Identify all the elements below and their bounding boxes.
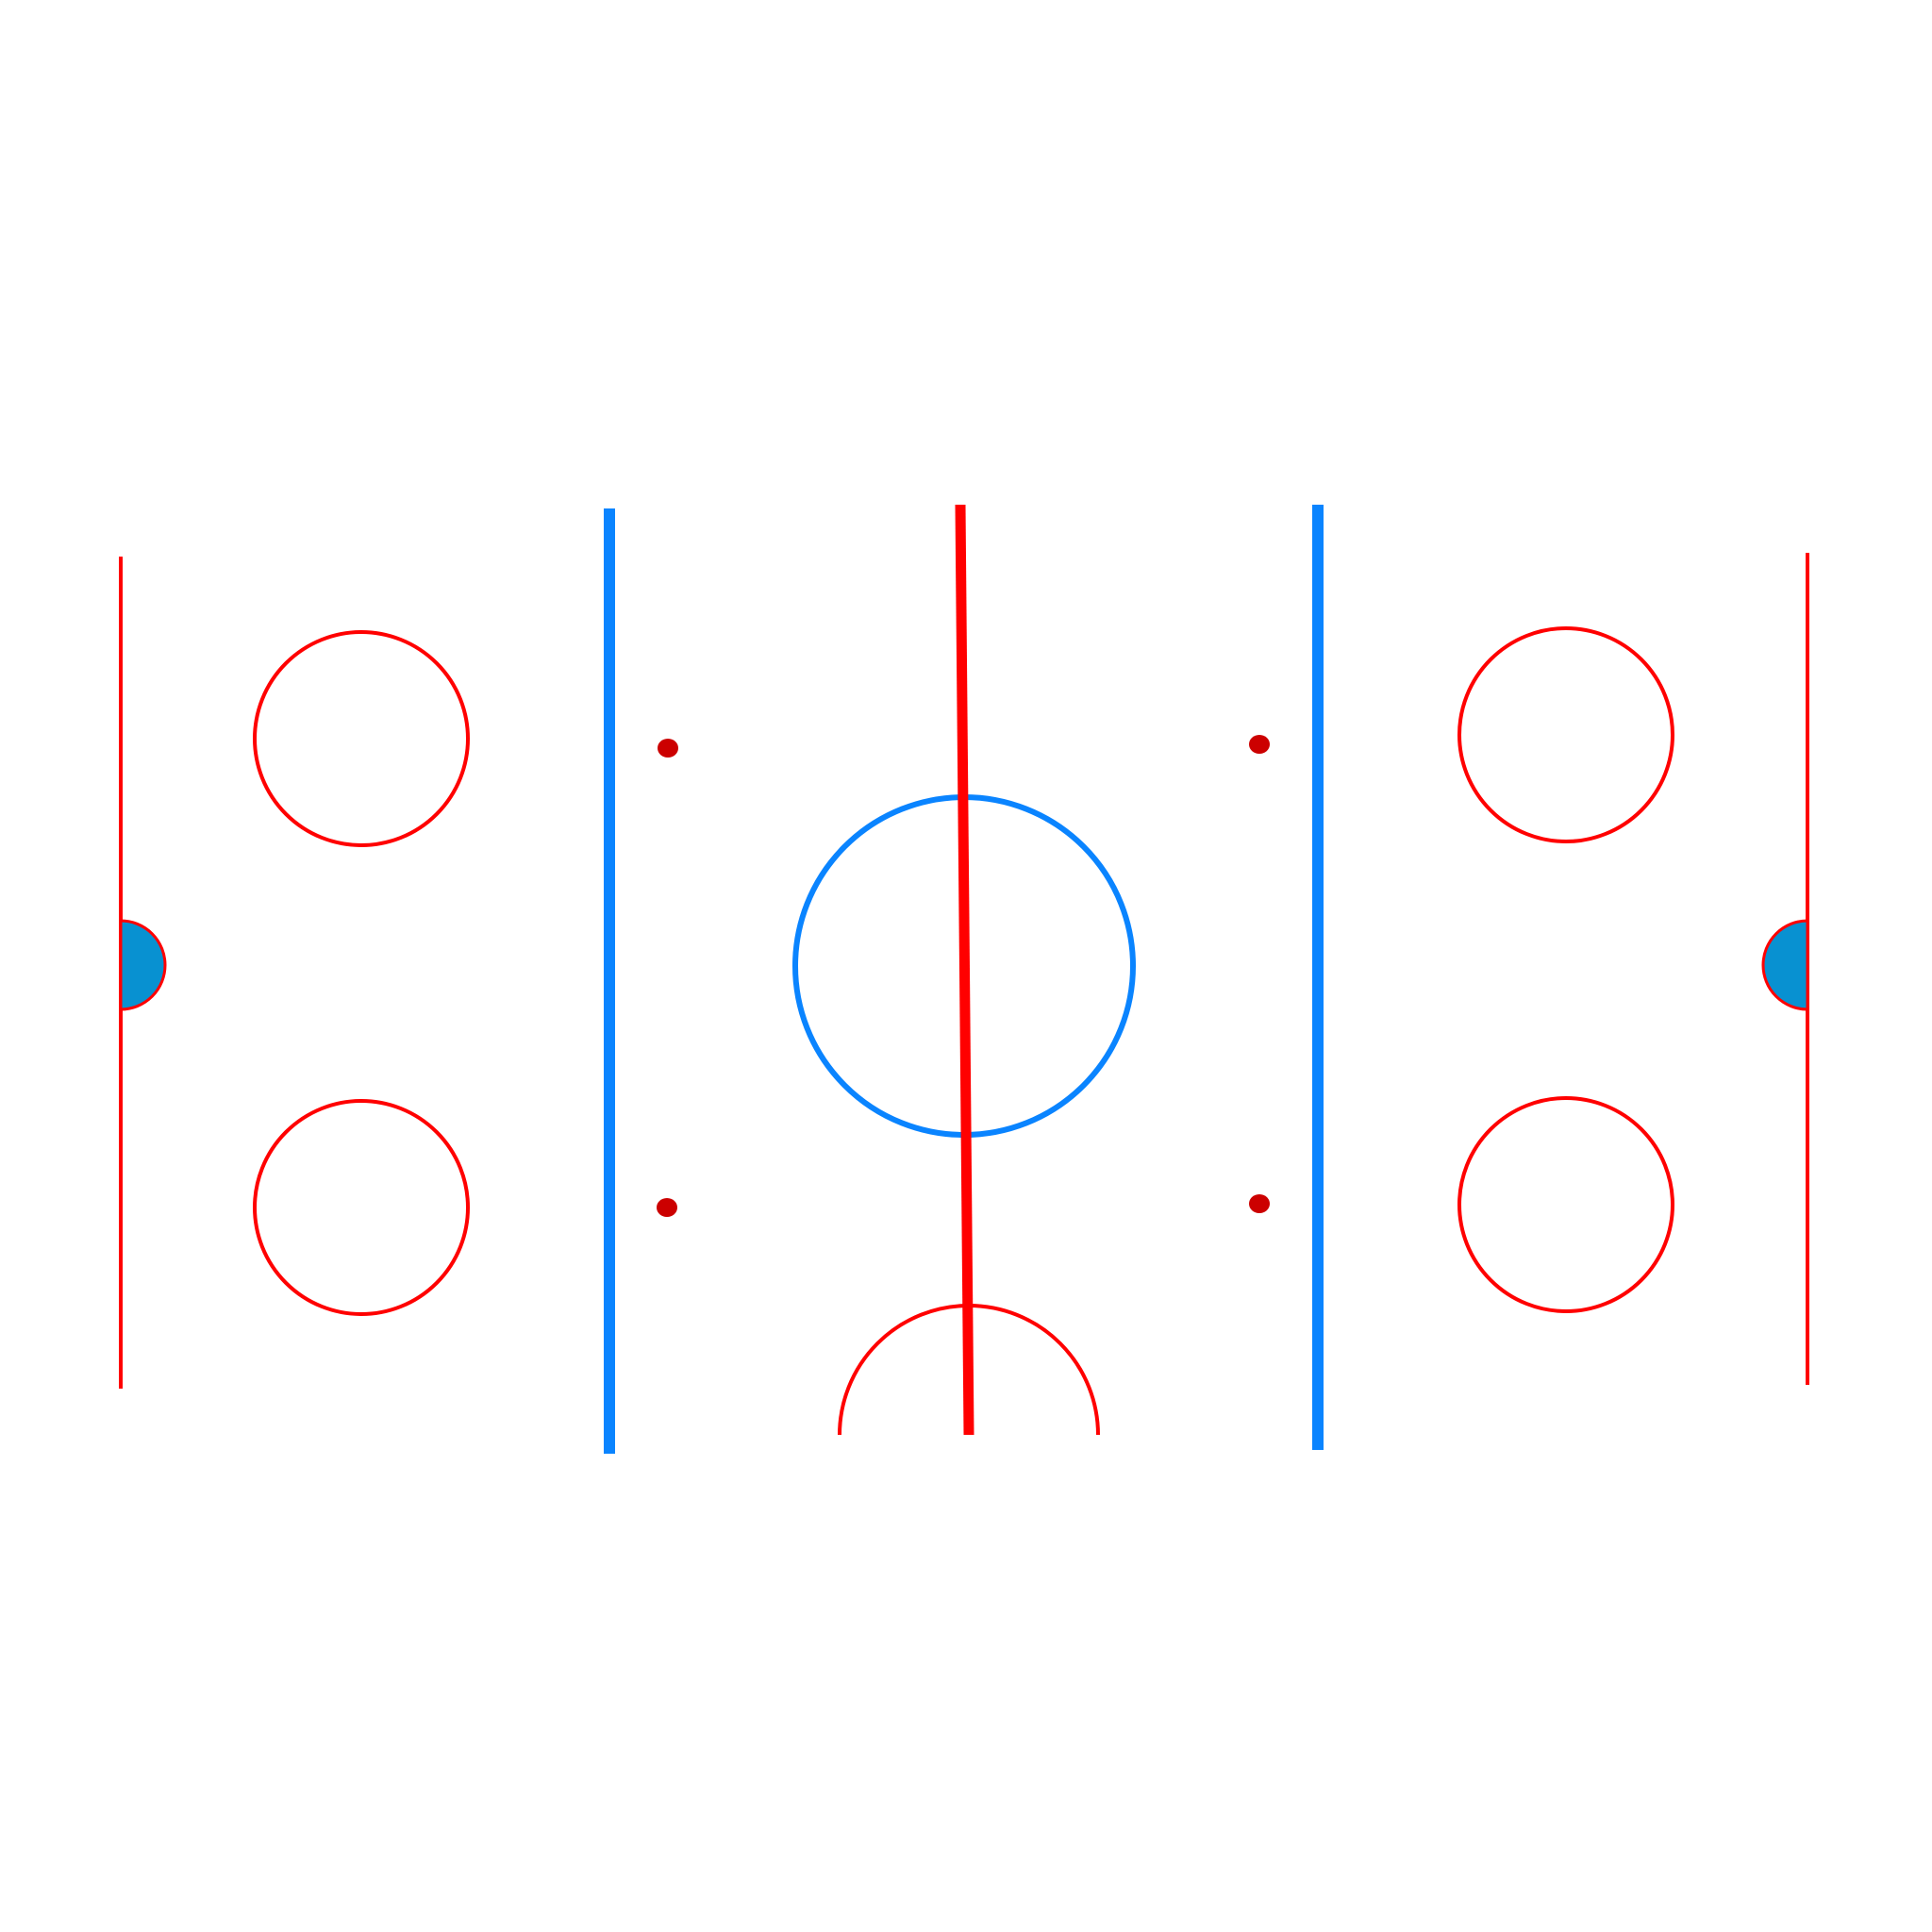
faceoff-circle-top-left — [253, 630, 470, 847]
center-red-line — [955, 504, 974, 1436]
faceoff-dot-top-right — [1249, 735, 1270, 754]
faceoff-dot-bottom-left — [657, 1198, 677, 1217]
faceoff-dot-top-left — [658, 739, 678, 758]
faceoff-circle-bottom-right — [1457, 1096, 1674, 1313]
right-goal-crease — [1761, 919, 1809, 1011]
faceoff-dot-bottom-right — [1249, 1194, 1270, 1213]
faceoff-circle-bottom-left — [253, 1099, 470, 1316]
faceoff-circle-top-right — [1457, 626, 1674, 843]
left-goal-crease — [119, 919, 167, 1011]
